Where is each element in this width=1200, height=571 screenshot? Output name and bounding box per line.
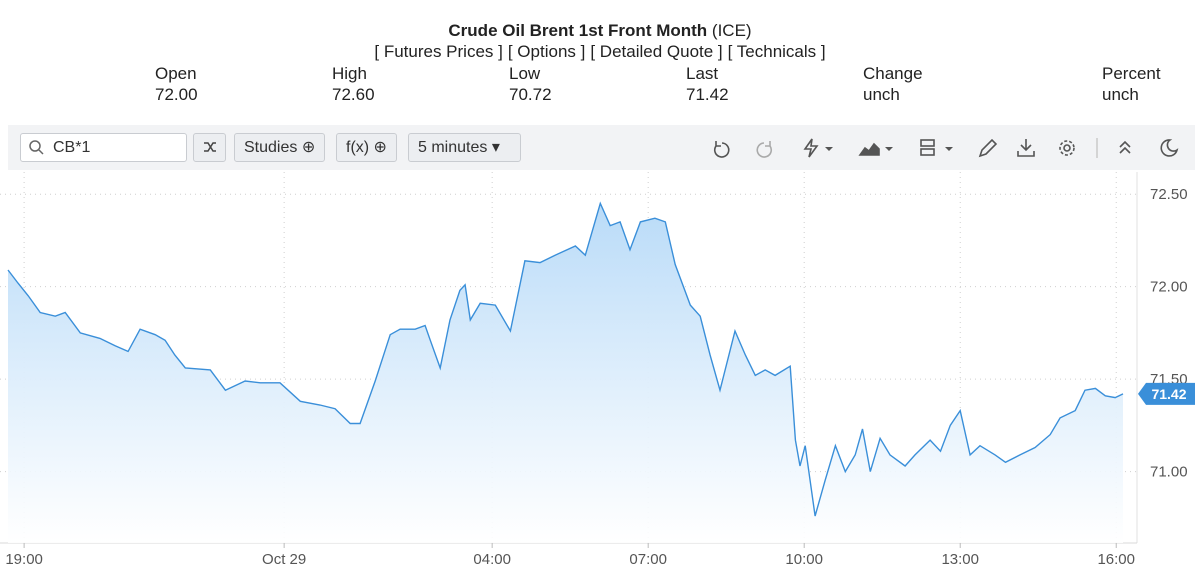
studies-button[interactable]: Studies ⊕ xyxy=(234,133,326,162)
quote-value: unch xyxy=(1102,85,1139,104)
dropdown[interactable] xyxy=(885,147,893,151)
x-tick-label: Oct 29 xyxy=(262,551,306,568)
price-tag-label: 71.42 xyxy=(1151,386,1186,402)
quote-value: 72.00 xyxy=(155,85,198,104)
x-tick-label: 07:00 xyxy=(629,551,667,568)
quote-value: 71.42 xyxy=(686,85,729,104)
function-label: f(x) xyxy=(346,139,370,156)
quote-item: Percent unch xyxy=(1102,63,1161,105)
title: Crude Oil Brent 1st Front Month xyxy=(448,21,708,40)
quote-value: unch xyxy=(863,85,900,104)
quote-label: Open xyxy=(155,64,197,83)
area xyxy=(8,203,1123,543)
quote-label: Low xyxy=(509,64,541,83)
layout-icon[interactable] xyxy=(920,139,935,147)
quote-label: High xyxy=(332,64,367,83)
exchange: (ICE) xyxy=(711,21,752,40)
settings-icon[interactable] xyxy=(1063,144,1071,152)
quote-item: High 72.60 xyxy=(332,63,375,105)
chart-type-icon[interactable] xyxy=(858,142,880,156)
settings-icon[interactable] xyxy=(1059,140,1075,156)
quote-value: 72.60 xyxy=(332,85,375,104)
toolbar-icons xyxy=(713,138,1179,158)
y-tick-label: 72.00 xyxy=(1150,279,1188,296)
undo-icon[interactable] xyxy=(713,141,730,158)
theme-icon[interactable] xyxy=(1160,139,1179,157)
quote-item: Low 70.72 xyxy=(509,63,552,105)
symbol-search[interactable]: CB*1 xyxy=(20,133,187,162)
redo-icon[interactable] xyxy=(756,141,773,158)
x-tick-label: 16:00 xyxy=(1097,551,1135,568)
quote-label: Change xyxy=(863,64,923,83)
quote-item: Last 71.42 xyxy=(686,63,729,105)
line xyxy=(7,201,1124,517)
y-tick-label: 71.00 xyxy=(1150,464,1188,481)
quote-label: Last xyxy=(686,64,719,83)
layout-icon[interactable] xyxy=(920,148,935,156)
x-tick-label: 10:00 xyxy=(785,551,823,568)
function-button[interactable]: f(x) ⊕ xyxy=(336,133,397,162)
interval-label: 5 minutes xyxy=(418,139,488,156)
download-icon[interactable] xyxy=(1017,139,1035,157)
title-line: Crude Oil Brent 1st Front Month (ICE) xyxy=(0,20,1200,41)
studies-label: Studies xyxy=(244,139,298,156)
x-tick-label: 13:00 xyxy=(941,551,979,568)
collapse-icon[interactable] xyxy=(1119,140,1131,154)
link[interactable]: [ Technicals ] xyxy=(727,42,826,61)
interval-button[interactable]: 5 minutes ▾ xyxy=(408,133,521,162)
y-tick-label: 72.50 xyxy=(1150,186,1188,203)
compare-button[interactable] xyxy=(193,133,226,162)
quote-label: Percent xyxy=(1102,64,1161,83)
link[interactable]: [ Options ] xyxy=(507,42,586,61)
quote-item: Open 72.00 xyxy=(155,63,198,105)
dropdown[interactable] xyxy=(825,147,833,151)
quote-value: 70.72 xyxy=(509,85,552,104)
link[interactable]: [ Futures Prices ] xyxy=(374,42,503,61)
search-icon xyxy=(29,140,44,155)
toolbar: CB*1 Studies ⊕ f(x) ⊕ 5 minutes ▾ xyxy=(8,125,1195,170)
header: Crude Oil Brent 1st Front Month (ICE) [ … xyxy=(0,20,1200,62)
price-tag xyxy=(1138,382,1195,405)
link[interactable]: [ Detailed Quote ] xyxy=(590,42,723,61)
dropdown[interactable] xyxy=(945,147,953,151)
x-tick-label: 19:00 xyxy=(5,551,43,568)
x-tick-label: 04:00 xyxy=(473,551,511,568)
quote-item: Change unch xyxy=(863,63,923,105)
shuffle-icon xyxy=(204,142,216,152)
flash-icon[interactable] xyxy=(803,138,819,158)
links: [ Futures Prices ][ Options ][ Detailed … xyxy=(0,41,1200,62)
draw-icon[interactable] xyxy=(978,138,998,158)
